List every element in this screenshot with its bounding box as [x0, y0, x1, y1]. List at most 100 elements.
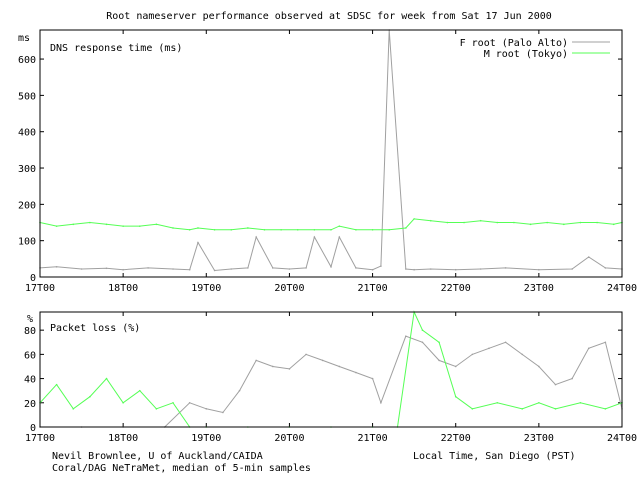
dns-x-tick-label: 20T00: [274, 283, 304, 294]
loss-point-f-root: [405, 335, 407, 338]
loss-point-f-root: [538, 365, 540, 368]
loss-x-tick-label: 20T00: [274, 433, 304, 444]
loss-x-tick-label: 19T00: [191, 433, 221, 444]
loss-point-m-root: [89, 395, 91, 398]
dns-point-m-root: [405, 227, 407, 229]
dns-point-m-root: [479, 219, 482, 222]
dns-point-f-root: [288, 268, 291, 270]
dns-x-tick-label: 21T00: [358, 283, 388, 294]
dns-point-f-root: [330, 266, 332, 268]
loss-point-f-root: [571, 377, 573, 380]
dns-point-f-root: [247, 267, 249, 269]
loss-point-f-root: [255, 359, 257, 362]
dns-point-f-root: [255, 236, 257, 238]
loss-point-f-root: [380, 401, 382, 404]
loss-point-m-root: [138, 389, 141, 392]
loss-point-m-root: [438, 341, 440, 344]
loss-point-f-root: [238, 389, 241, 392]
dns-point-m-root: [89, 221, 91, 224]
credit-line-1: Nevil Brownlee, U of Auckland/CAIDA: [52, 451, 263, 462]
dns-point-f-root: [305, 267, 307, 269]
dns-point-m-root: [55, 225, 58, 227]
dns-series-f-root: [39, 29, 623, 272]
dns-point-m-root: [263, 228, 266, 231]
loss-ticks: 0 20 40 60 80 17T00 18T00 19T00 20T00 21T00 22T00 2…: [24, 312, 637, 444]
dns-y-tick-label: 200: [18, 200, 36, 211]
dns-point-m-root: [197, 227, 199, 229]
dns-point-f-root: [213, 269, 216, 272]
dns-x-tick-label: 19T00: [191, 283, 221, 294]
loss-point-f-root: [288, 368, 291, 370]
dns-point-m-root: [313, 228, 316, 231]
credit-line-2: Coral/DAG NeTraMet, median of 5-min samp…: [52, 463, 311, 474]
dns-y-tick-label: 300: [18, 164, 36, 175]
dns-point-m-root: [172, 227, 174, 229]
loss-point-f-root: [587, 347, 590, 350]
dns-point-m-root: [230, 228, 233, 231]
loss-y-tick-label: 80: [24, 326, 36, 337]
dns-y-tick-label: 600: [18, 55, 36, 66]
dns-point-m-root: [513, 221, 515, 224]
dns-point-m-root: [546, 221, 548, 224]
dns-point-f-root: [429, 268, 432, 270]
dns-point-f-root: [313, 236, 316, 238]
loss-x-tick-label: 18T00: [108, 433, 138, 444]
loss-point-m-root: [105, 377, 108, 380]
loss-point-f-root: [355, 371, 357, 374]
dns-response-panel: 0 100 200 300 400 500 600 17T00 18T00 19T00 20T00 2…: [18, 29, 637, 294]
legend-m-root-label: M root (Tokyo): [484, 49, 568, 60]
dns-point-m-root: [338, 225, 341, 227]
loss-point-f-root: [604, 341, 607, 344]
loss-unit-label: %: [27, 314, 33, 325]
dns-point-m-root: [296, 228, 299, 231]
dns-point-f-root: [371, 268, 374, 271]
dns-point-f-root: [272, 267, 274, 269]
dns-point-f-root: [147, 267, 149, 269]
dns-point-m-root: [213, 228, 216, 231]
loss-point-f-root: [371, 377, 374, 380]
loss-point-m-root: [471, 408, 474, 410]
loss-point-f-root: [305, 353, 307, 356]
dns-point-f-root: [172, 268, 174, 270]
dns-point-f-root: [479, 268, 482, 270]
dns-y-tick-label: 400: [18, 128, 36, 139]
loss-point-m-root: [122, 401, 124, 404]
dns-point-f-root: [413, 268, 415, 271]
dns-point-f-root: [587, 256, 590, 258]
dns-point-m-root: [579, 221, 582, 224]
loss-point-m-root: [496, 401, 499, 404]
loss-point-m-root: [604, 408, 607, 410]
loss-y-tick-label: 0: [30, 423, 36, 434]
loss-x-tick-label: 22T00: [441, 433, 471, 444]
loss-y-tick-label: 60: [24, 350, 36, 361]
loss-x-tick-label: 17T00: [25, 433, 55, 444]
dns-x-tick-label: 17T00: [25, 283, 55, 294]
loss-point-m-root: [55, 383, 58, 386]
dns-x-tick-label: 22T00: [441, 283, 471, 294]
dns-point-f-root: [230, 268, 233, 270]
dns-point-m-root: [105, 223, 108, 226]
dns-point-f-root: [122, 268, 124, 271]
loss-point-f-root: [454, 365, 457, 368]
dns-point-f-root: [504, 267, 507, 269]
loss-point-f-root: [488, 347, 490, 350]
dns-point-f-root: [338, 236, 341, 238]
dns-point-f-root: [405, 268, 407, 270]
dns-point-f-root: [454, 268, 457, 271]
dns-point-m-root: [446, 221, 449, 224]
loss-series-f-root: [40, 335, 623, 428]
loss-point-f-root: [321, 359, 324, 362]
dns-point-m-root: [330, 228, 332, 231]
loss-y-tick-label: 40: [24, 375, 36, 386]
dns-point-f-root: [188, 268, 191, 271]
loss-point-m-root: [72, 408, 75, 410]
dns-ticks: 0 100 200 300 400 500 600 17T00 18T00 19T00 20T00 2…: [18, 30, 637, 294]
loss-point-f-root: [504, 341, 507, 344]
loss-point-f-root: [471, 353, 474, 356]
dns-point-f-root: [105, 267, 108, 270]
loss-x-tick-label: 21T00: [358, 433, 388, 444]
loss-point-m-root: [538, 401, 540, 404]
dns-series-m-root: [39, 218, 623, 231]
loss-point-m-root: [554, 408, 557, 410]
